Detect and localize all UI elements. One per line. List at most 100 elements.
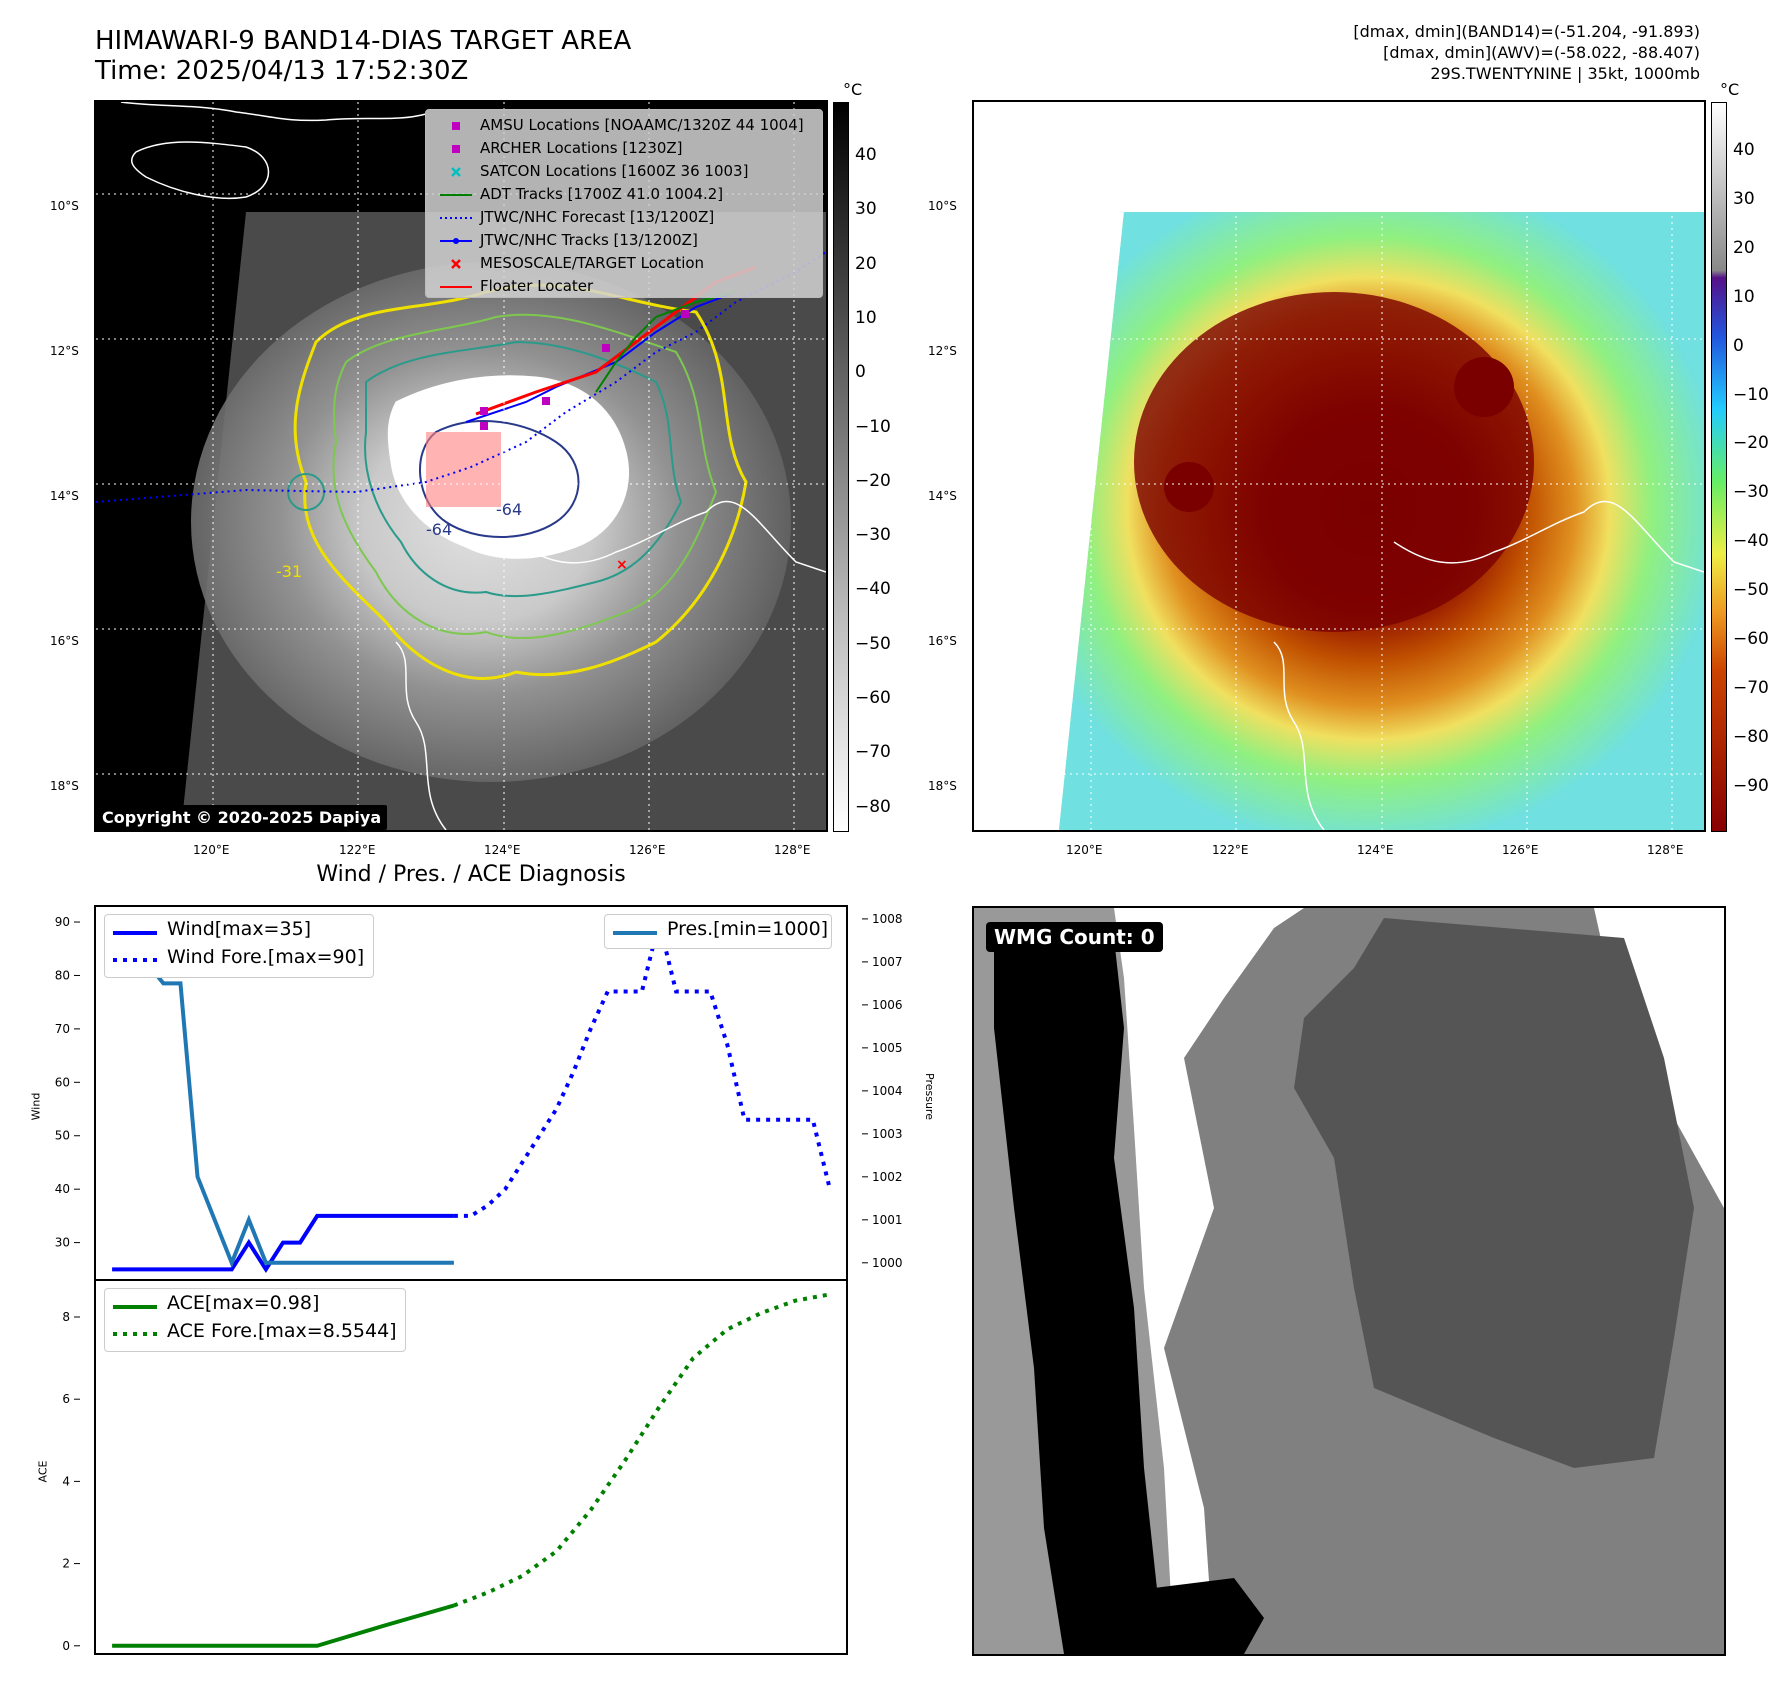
wind-tick-label: 70 <box>55 1022 70 1036</box>
colorbar-tick-label: −90 <box>1733 775 1769 796</box>
legend-item-label: JTWC/NHC Tracks [13/1200Z] <box>480 231 698 249</box>
pressure-legend: Pres.[min=1000] <box>604 914 832 949</box>
colorbar-tick-label: −10 <box>1733 384 1769 405</box>
r-lon-label-120e: 120°E <box>1066 843 1103 857</box>
ace-tick-label: 0 <box>62 1639 70 1653</box>
lon-label-122e: 122°E <box>339 843 376 857</box>
legend-item: JTWC/NHC Tracks [13/1200Z] <box>426 229 820 251</box>
svg-text:×: × <box>616 557 628 573</box>
legend-item: MESOSCALE/TARGET Location <box>426 252 820 274</box>
wmg-panel: WMG Count: 0 <box>972 906 1726 1656</box>
ace-tick-label: 4 <box>62 1474 70 1488</box>
wind-plot: 30 40 50 60 70 80 90 1000 1001 1002 1003 1004 1005 10… <box>55 912 903 1274</box>
ace-legend: ACE[max=0.98] ACE Fore.[max=8.5544] <box>104 1288 406 1352</box>
colorbar-tick-label: −50 <box>855 633 891 654</box>
legend-marker-icon <box>438 187 474 201</box>
lat-label-10s: 10°S <box>50 199 79 213</box>
legend-item-label: ADT Tracks [1700Z 41.0 1004.2] <box>480 185 724 203</box>
ace-series-line-0 <box>112 1603 455 1648</box>
legend-marker-icon <box>438 233 474 247</box>
contour-label-2: -64 <box>496 500 523 519</box>
diagnosis-title: Wind / Pres. / ACE Diagnosis <box>316 862 626 887</box>
wind-tick-label: 90 <box>55 915 70 929</box>
legend-marker-icon <box>438 141 474 155</box>
map-legend: AMSU Locations [NOAAMC/1320Z 44 1004] ARC… <box>425 109 823 298</box>
wind-series-line-1 <box>453 921 832 1218</box>
legend-item: AMSU Locations [NOAAMC/1320Z 44 1004] <box>426 114 820 136</box>
wind-tick-label: 50 <box>55 1129 70 1143</box>
pressure-tick-label: 1006 <box>872 998 903 1012</box>
colorbar-tick-label: −20 <box>855 470 891 491</box>
info-storm: 29S.TWENTYNINE | 35kt, 1000mb <box>1430 64 1700 83</box>
colorbar-tick-label: −40 <box>855 579 891 600</box>
colorbar-tick-label: 0 <box>855 362 866 383</box>
colorbar-tick-label: 20 <box>1733 237 1755 258</box>
pressure-tick-label: 1004 <box>872 1084 903 1098</box>
legend-wind-fore: Wind Fore.[max=90] <box>167 946 365 968</box>
legend-marker-icon <box>438 210 474 224</box>
colorbar-tick-label: 10 <box>1733 286 1755 307</box>
colorbar-tick-label: 30 <box>1733 188 1755 209</box>
lat-label-12s: 12°S <box>50 344 79 358</box>
lon-label-120e: 120°E <box>193 843 230 857</box>
lon-label-126e: 126°E <box>629 843 666 857</box>
lon-label-128e: 128°E <box>774 843 811 857</box>
contour-label-3: -31 <box>276 562 303 581</box>
ace-plot-frame <box>94 1279 848 1655</box>
lon-label-124e: 124°E <box>484 843 521 857</box>
legend-marker-icon <box>438 164 474 178</box>
legend-item-label: JTWC/NHC Forecast [13/1200Z] <box>480 208 715 226</box>
colorbar-tick-label: −30 <box>1733 482 1769 503</box>
colorbar-right <box>1711 102 1727 832</box>
pressure-tick-label: 1003 <box>872 1127 903 1141</box>
legend-ace: ACE[max=0.98] <box>167 1292 320 1314</box>
wind-series-line-2 <box>110 918 454 1269</box>
wmg-count-badge: WMG Count: 0 <box>986 922 1163 952</box>
legend-item-label: ARCHER Locations [1230Z] <box>480 139 683 157</box>
lat-label-18s: 18°S <box>50 779 79 793</box>
legend-item-label: MESOSCALE/TARGET Location <box>480 254 705 272</box>
ir-map-panel: × -64 -64 -31 Copyright © 2020-2025 Dapi… <box>94 100 828 832</box>
legend-item-label: SATCON Locations [1600Z 36 1003] <box>480 162 749 180</box>
colorbar-tick-label: −80 <box>855 796 891 817</box>
colorbar-tick-label: 40 <box>1733 140 1755 160</box>
colorbar-tick-label: −50 <box>1733 580 1769 601</box>
figure-title: HIMAWARI-9 BAND14-DIAS TARGET AREA <box>95 26 632 56</box>
colorbar-tick-label: −70 <box>855 742 891 763</box>
r-lon-label-128e: 128°E <box>1647 843 1684 857</box>
ace-tick-label: 8 <box>62 1310 70 1324</box>
r-lon-label-122e: 122°E <box>1212 843 1249 857</box>
r-lat-label-16s: 16°S <box>928 634 957 648</box>
colorbar-tick-label: 10 <box>855 307 877 328</box>
awv-map-image <box>974 102 1704 830</box>
legend-item-label: Floater Locater <box>480 277 594 295</box>
colorbar-tick-label: −10 <box>855 416 891 437</box>
legend-wind: Wind[max=35] <box>167 918 312 940</box>
wind-legend: Wind[max=35] Wind Fore.[max=90] <box>104 914 374 978</box>
colorbar-tick-label: 40 <box>855 145 877 165</box>
legend-marker-icon <box>438 256 474 270</box>
legend-marker-icon <box>438 279 474 293</box>
wind-tick-label: 80 <box>55 968 70 982</box>
info-awv: [dmax, dmin](AWV)=(-58.022, -88.407) <box>1383 43 1700 62</box>
lat-label-16s: 16°S <box>50 634 79 648</box>
r-lon-label-126e: 126°E <box>1502 843 1539 857</box>
copyright-label: Copyright © 2020-2025 Dapiya <box>96 805 388 830</box>
wind-tick-label: 40 <box>55 1182 70 1196</box>
info-band14: [dmax, dmin](BAND14)=(-51.204, -91.893) <box>1353 22 1700 41</box>
r-lon-label-124e: 124°E <box>1357 843 1394 857</box>
wind-tick-label: 30 <box>55 1236 70 1250</box>
legend-item: Floater Locater <box>426 275 820 297</box>
r-lat-label-10s: 10°S <box>928 199 957 213</box>
lat-label-14s: 14°S <box>50 489 79 503</box>
colorbar-tick-label: 30 <box>855 199 877 220</box>
ace-tick-label: 6 <box>62 1392 70 1406</box>
colorbar-tick-label: −70 <box>1733 677 1769 698</box>
colorbar-tick-label: 0 <box>1733 335 1744 356</box>
colorbar-left <box>833 102 849 832</box>
pressure-tick-label: 1007 <box>872 955 903 969</box>
colorbar-left-unit: °C <box>843 80 863 99</box>
r-lat-label-14s: 14°S <box>928 489 957 503</box>
legend-item: SATCON Locations [1600Z 36 1003] <box>426 160 820 182</box>
